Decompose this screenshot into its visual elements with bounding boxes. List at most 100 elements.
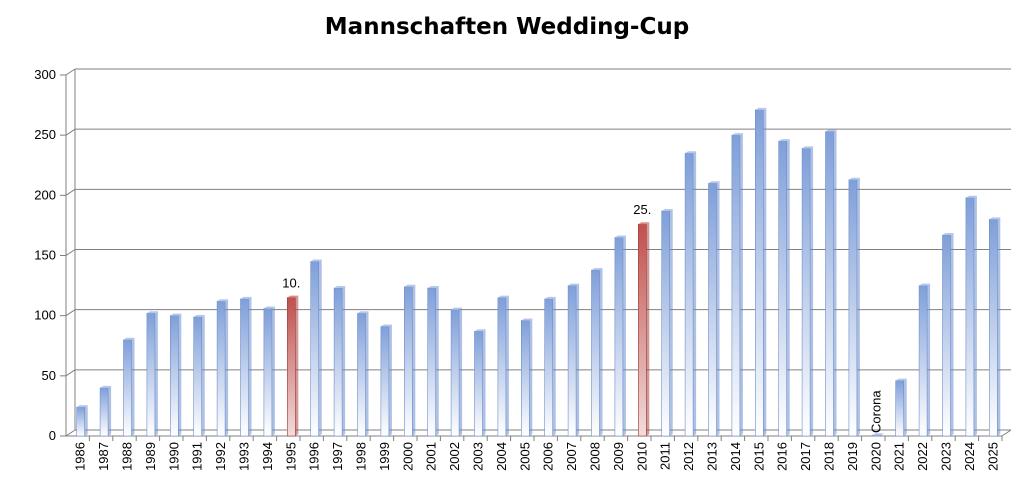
bar-front xyxy=(544,298,554,437)
bar-side xyxy=(856,177,860,436)
bar-top xyxy=(872,433,884,436)
bar-front xyxy=(567,285,577,437)
bar-side xyxy=(388,324,392,436)
bars xyxy=(76,107,1001,437)
y-tick-label: 300 xyxy=(34,67,56,82)
bar-1997 xyxy=(333,285,346,437)
bar-side xyxy=(482,329,486,436)
bar-side xyxy=(833,129,837,436)
bar-top xyxy=(708,181,720,184)
bar-2021 xyxy=(895,378,907,437)
bar-side xyxy=(154,311,158,436)
bar-1994 xyxy=(263,306,275,437)
bar-front xyxy=(170,315,179,437)
bar-front xyxy=(474,331,483,437)
bar-side xyxy=(342,285,346,436)
x-tick-label: 2007 xyxy=(564,442,579,471)
bar-2017 xyxy=(801,146,814,437)
bar-front xyxy=(661,210,671,437)
bar-side xyxy=(997,217,1001,436)
bar-1993 xyxy=(240,296,252,437)
bar-top xyxy=(474,329,486,332)
bar-side xyxy=(365,311,369,436)
bar-front xyxy=(895,380,905,437)
bar-top xyxy=(919,283,931,286)
bar-1987 xyxy=(99,385,112,437)
bar-side xyxy=(178,313,182,436)
bar-side xyxy=(973,195,977,436)
bar-side xyxy=(622,235,626,436)
bar-front xyxy=(380,326,390,437)
bar-2005 xyxy=(520,318,533,437)
bar-top xyxy=(731,133,743,136)
bar-front xyxy=(848,179,858,437)
bar-side xyxy=(225,299,229,436)
x-tick-label: 1993 xyxy=(237,442,252,471)
x-tick-label: 1987 xyxy=(96,442,111,471)
bar-side xyxy=(318,259,322,436)
bar-1989 xyxy=(146,311,158,437)
x-tick-label: 2004 xyxy=(494,442,509,471)
bar-2023 xyxy=(942,233,954,437)
bar-side xyxy=(552,296,556,436)
bar-top xyxy=(380,324,392,327)
bar-top xyxy=(170,313,182,316)
x-tick-label: 2018 xyxy=(822,442,837,471)
bar-top xyxy=(217,299,229,302)
bar-1996 xyxy=(310,259,322,437)
x-tick-label: 2012 xyxy=(681,442,696,471)
gridline-side xyxy=(65,309,76,317)
gridline-side xyxy=(65,429,76,437)
bar-top xyxy=(568,283,580,286)
gridline-side xyxy=(65,249,76,256)
x-tick-label: 1989 xyxy=(143,442,158,471)
bar-2019 xyxy=(848,177,860,437)
x-tick-label: 1994 xyxy=(260,442,275,471)
x-tick-label: 2023 xyxy=(939,442,954,471)
bar-front xyxy=(123,339,132,437)
bar-top xyxy=(76,405,88,408)
bar-top xyxy=(497,295,509,298)
bar-side xyxy=(108,385,112,436)
bar-front xyxy=(193,316,202,437)
x-tick-label: 1990 xyxy=(166,442,181,471)
bar-front xyxy=(801,148,811,437)
bar-front xyxy=(918,285,928,437)
bar-top xyxy=(989,217,1001,220)
floor-edge xyxy=(1001,429,1012,437)
bar-top xyxy=(544,296,556,299)
x-tick-label: 2014 xyxy=(728,442,743,471)
x-tick-label: 1995 xyxy=(283,442,298,471)
bar-2010 xyxy=(637,222,650,437)
bar-2018 xyxy=(825,129,837,437)
bar-side xyxy=(459,307,463,436)
bar-top xyxy=(310,259,322,262)
bar-front xyxy=(450,309,460,437)
bar-front xyxy=(871,434,881,437)
bar-front xyxy=(333,287,343,437)
x-tick-label: 2015 xyxy=(751,442,766,471)
bar-front xyxy=(146,312,156,437)
bar-top xyxy=(100,385,112,388)
x-tick-label: 2010 xyxy=(634,442,649,471)
x-tick-label: 2025 xyxy=(985,442,1000,471)
bar-front xyxy=(942,234,951,437)
x-tick-label: 2003 xyxy=(471,442,486,471)
bar-front xyxy=(825,131,834,437)
bar-front xyxy=(497,297,507,437)
bar-1998 xyxy=(357,311,369,437)
bar-2016 xyxy=(778,139,790,437)
bar-1986 xyxy=(76,405,88,437)
bar-2009 xyxy=(614,235,626,437)
bar-1991 xyxy=(193,314,205,437)
bar-2002 xyxy=(450,307,463,437)
x-tick-label: 1997 xyxy=(330,442,345,471)
bar-side xyxy=(576,283,580,436)
bar-top xyxy=(825,129,837,132)
bar-2006 xyxy=(544,296,556,437)
bar-front xyxy=(240,298,249,437)
y-tick-label: 200 xyxy=(34,187,56,202)
bar-top xyxy=(614,235,626,238)
bar-top xyxy=(334,285,346,288)
